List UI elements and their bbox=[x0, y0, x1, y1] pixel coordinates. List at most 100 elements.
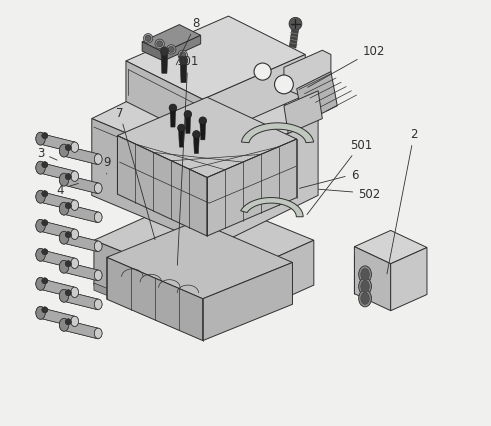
Circle shape bbox=[184, 111, 191, 119]
Ellipse shape bbox=[36, 249, 45, 262]
Polygon shape bbox=[355, 231, 427, 264]
Ellipse shape bbox=[36, 191, 45, 204]
Ellipse shape bbox=[36, 249, 45, 262]
Ellipse shape bbox=[94, 184, 102, 194]
Polygon shape bbox=[41, 192, 75, 211]
Polygon shape bbox=[180, 61, 187, 83]
Circle shape bbox=[42, 191, 48, 197]
Polygon shape bbox=[41, 250, 75, 269]
Circle shape bbox=[42, 133, 48, 139]
Circle shape bbox=[65, 319, 71, 325]
Polygon shape bbox=[117, 136, 207, 236]
Polygon shape bbox=[242, 124, 314, 144]
Circle shape bbox=[254, 64, 271, 81]
Polygon shape bbox=[200, 121, 206, 141]
Ellipse shape bbox=[36, 278, 45, 291]
Ellipse shape bbox=[36, 220, 45, 233]
Circle shape bbox=[65, 290, 71, 296]
Circle shape bbox=[42, 307, 48, 313]
Text: 2: 2 bbox=[387, 128, 418, 274]
Ellipse shape bbox=[59, 174, 69, 187]
Circle shape bbox=[65, 232, 71, 238]
Text: 3: 3 bbox=[37, 147, 57, 161]
Circle shape bbox=[42, 249, 48, 255]
Ellipse shape bbox=[36, 162, 45, 175]
Polygon shape bbox=[64, 291, 98, 310]
Circle shape bbox=[65, 145, 71, 151]
Polygon shape bbox=[185, 115, 191, 134]
Polygon shape bbox=[41, 279, 75, 298]
Ellipse shape bbox=[94, 184, 102, 194]
Polygon shape bbox=[107, 258, 203, 341]
Text: 9: 9 bbox=[103, 155, 110, 175]
Polygon shape bbox=[203, 55, 305, 141]
Circle shape bbox=[42, 278, 48, 284]
Polygon shape bbox=[107, 222, 293, 299]
Polygon shape bbox=[41, 308, 75, 327]
Polygon shape bbox=[214, 119, 318, 247]
Text: 6: 6 bbox=[300, 168, 358, 189]
Ellipse shape bbox=[59, 174, 69, 187]
Ellipse shape bbox=[71, 201, 79, 211]
Polygon shape bbox=[41, 163, 75, 182]
Ellipse shape bbox=[71, 230, 79, 240]
Polygon shape bbox=[64, 204, 98, 223]
Ellipse shape bbox=[94, 155, 102, 165]
Polygon shape bbox=[193, 135, 199, 154]
Polygon shape bbox=[41, 134, 75, 153]
Ellipse shape bbox=[94, 242, 102, 252]
Polygon shape bbox=[64, 320, 98, 339]
Polygon shape bbox=[64, 175, 98, 194]
Polygon shape bbox=[297, 72, 337, 124]
Circle shape bbox=[180, 53, 186, 59]
Circle shape bbox=[65, 261, 71, 267]
Ellipse shape bbox=[71, 143, 79, 153]
Polygon shape bbox=[64, 175, 98, 194]
Polygon shape bbox=[64, 233, 98, 252]
Polygon shape bbox=[64, 262, 98, 281]
Polygon shape bbox=[209, 241, 314, 332]
Polygon shape bbox=[64, 262, 98, 281]
Polygon shape bbox=[41, 221, 75, 240]
Circle shape bbox=[157, 42, 163, 48]
Ellipse shape bbox=[358, 266, 372, 283]
Polygon shape bbox=[64, 233, 98, 252]
Circle shape bbox=[155, 40, 164, 49]
Circle shape bbox=[65, 290, 71, 296]
Ellipse shape bbox=[36, 133, 45, 146]
Circle shape bbox=[179, 57, 188, 66]
Ellipse shape bbox=[358, 290, 372, 307]
Polygon shape bbox=[92, 68, 318, 170]
Circle shape bbox=[65, 232, 71, 238]
Polygon shape bbox=[41, 221, 75, 240]
Polygon shape bbox=[41, 279, 75, 298]
Ellipse shape bbox=[59, 319, 69, 331]
Circle shape bbox=[274, 76, 293, 95]
Ellipse shape bbox=[361, 293, 369, 305]
Circle shape bbox=[289, 18, 302, 31]
Polygon shape bbox=[41, 163, 75, 182]
Circle shape bbox=[42, 249, 48, 255]
Circle shape bbox=[65, 203, 71, 209]
Text: 102: 102 bbox=[308, 45, 385, 88]
Circle shape bbox=[145, 36, 151, 42]
Polygon shape bbox=[64, 146, 98, 165]
Circle shape bbox=[199, 118, 207, 125]
Ellipse shape bbox=[71, 317, 79, 327]
Text: 4: 4 bbox=[56, 183, 79, 196]
Polygon shape bbox=[161, 52, 168, 74]
Ellipse shape bbox=[36, 307, 45, 320]
Circle shape bbox=[65, 174, 71, 180]
Ellipse shape bbox=[71, 230, 79, 240]
Circle shape bbox=[169, 105, 177, 112]
Ellipse shape bbox=[59, 290, 69, 302]
Circle shape bbox=[42, 220, 48, 226]
Ellipse shape bbox=[59, 203, 69, 216]
Ellipse shape bbox=[36, 220, 45, 233]
Polygon shape bbox=[355, 247, 391, 311]
Polygon shape bbox=[41, 134, 75, 153]
Circle shape bbox=[65, 261, 71, 267]
Polygon shape bbox=[170, 109, 176, 128]
Circle shape bbox=[42, 162, 48, 168]
Polygon shape bbox=[164, 36, 201, 62]
